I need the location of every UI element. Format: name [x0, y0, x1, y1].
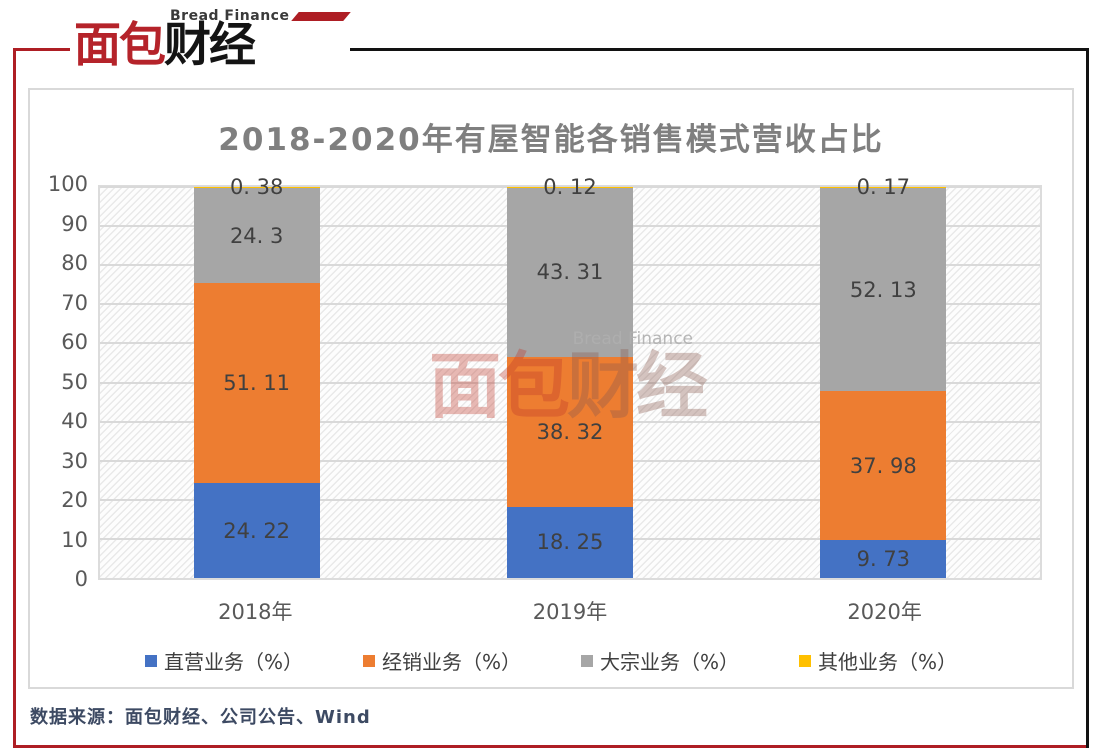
- legend-swatch-icon: [581, 654, 593, 667]
- legend-swatch-icon: [362, 654, 375, 667]
- legend-item: 其他业务（%）: [799, 646, 957, 675]
- y-tick-label-80: 80: [61, 251, 88, 275]
- legend-item: 直营业务（%）: [144, 646, 303, 675]
- x-tick-label-2019年: 2019年: [532, 600, 608, 624]
- bar-segment: [507, 356, 633, 507]
- bar-segment: [193, 186, 320, 189]
- bar-segment: [193, 188, 320, 284]
- logo-brand-en-text: Bread Finance: [170, 8, 290, 24]
- legend-label: 大宗业务（%）: [600, 650, 740, 674]
- legend-swatch-icon: [144, 654, 157, 667]
- y-tick-label-90: 90: [61, 211, 88, 236]
- frame-bottom-red-line: [13, 745, 1086, 748]
- y-tick-label-30: 30: [61, 448, 88, 473]
- bar-segment: [820, 539, 947, 578]
- bread-finance-logo: Bread Finance 面包财经: [70, 0, 352, 78]
- legend-label: 其他业务（%）: [818, 650, 958, 674]
- frame-right-black-line: [1086, 48, 1089, 748]
- bar-segment: [193, 483, 320, 578]
- stacked-bar-2020年: 9. 73 37. 98 52. 13 0. 17: [820, 175, 947, 578]
- y-tick-label-0: 0: [74, 567, 88, 591]
- bar-segment: [193, 283, 320, 484]
- legend-label: 经销业务（%）: [381, 650, 521, 674]
- y-tick-label-100: 100: [47, 172, 88, 196]
- plot-area: 24. 22 51. 11 24. 3 0. 38 18. 25 38. 32 43. 31…: [98, 175, 1042, 580]
- frame-top-red-line: [13, 48, 88, 51]
- legend-item: 经销业务（%）: [362, 646, 521, 675]
- bar-segment: [507, 187, 633, 357]
- logo-cn-black-text: 财经: [164, 18, 256, 73]
- stacked-bar-2018年: 24. 22 51. 11 24. 3 0. 38: [193, 175, 320, 578]
- legend-label: 直营业务（%）: [163, 650, 303, 674]
- frame-top-black-line: [346, 48, 1089, 51]
- logo-cn-text: 面包财经: [74, 22, 256, 69]
- chart-legend: 直营业务（%） 经销业务（%） 大宗业务（%） 其他业务（%）: [30, 646, 1072, 675]
- legend-swatch-icon: [799, 654, 812, 667]
- chart-title: 2018-2020年有屋智能各销售模式营收占比: [218, 122, 884, 158]
- x-tick-label-2020年: 2020年: [847, 600, 922, 624]
- stacked-bar-2019年: 18. 25 38. 32 43. 31 0. 12: [507, 175, 633, 578]
- gridline-100: [100, 186, 1040, 188]
- legend-item: 大宗业务（%）: [581, 646, 739, 675]
- chart-container: 2018-2020年有屋智能各销售模式营收占比 0 10 20 30 40 50 60 70 8…: [28, 88, 1074, 689]
- bar-segment: [820, 187, 947, 392]
- bar-segment: [820, 391, 947, 540]
- bar-segment: [820, 186, 947, 188]
- x-tick-label-2018年: 2018年: [218, 600, 293, 624]
- logo-swoosh-icon: [291, 11, 352, 21]
- y-tick-label-40: 40: [61, 409, 88, 433]
- bar-segment: [507, 506, 633, 578]
- bar-value-label: 0. 17: [856, 175, 911, 199]
- data-source-note: 数据来源：面包财经、公司公告、Wind: [30, 707, 371, 728]
- y-tick-label-50: 50: [61, 369, 88, 394]
- y-tick-label-70: 70: [61, 290, 88, 315]
- frame-left-red-line: [13, 48, 16, 748]
- y-tick-label-10: 10: [61, 527, 88, 552]
- y-tick-label-60: 60: [61, 330, 88, 354]
- y-tick-label-20: 20: [61, 488, 88, 512]
- bar-value-label: 0. 38: [229, 175, 284, 199]
- bar-value-label: 0. 12: [543, 175, 597, 199]
- logo-cn-red-text: 面包: [74, 18, 166, 73]
